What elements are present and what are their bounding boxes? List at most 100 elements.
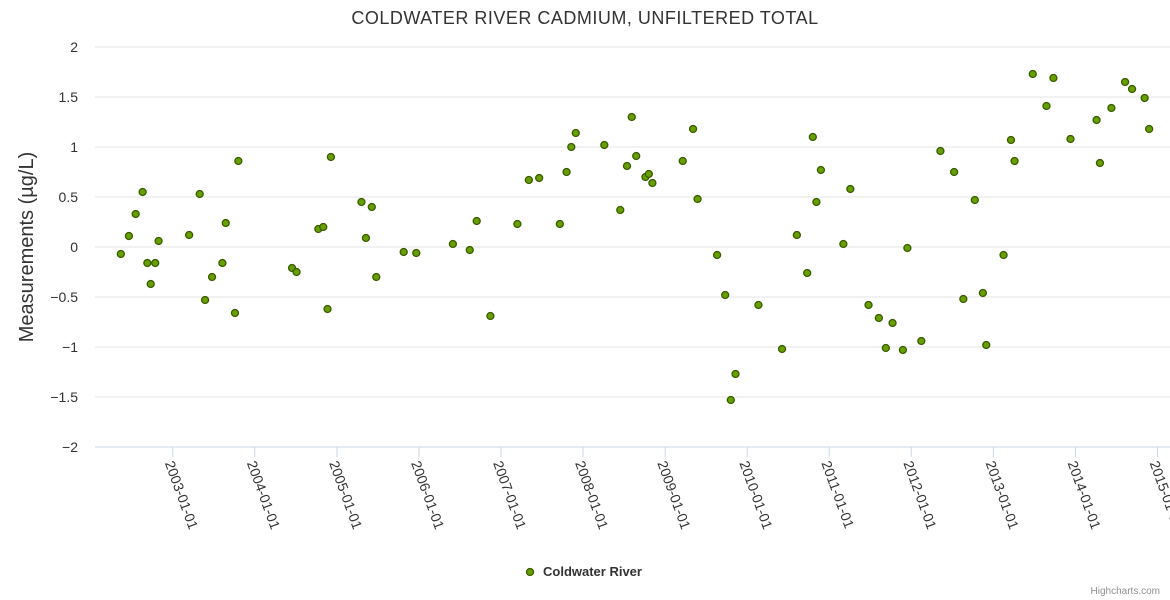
data-point[interactable] <box>721 290 730 300</box>
data-point[interactable] <box>982 340 991 350</box>
data-point[interactable] <box>712 250 722 260</box>
data-point[interactable] <box>1028 69 1037 79</box>
data-point[interactable] <box>448 239 458 249</box>
data-point[interactable] <box>372 272 381 282</box>
data-point[interactable] <box>1120 77 1130 87</box>
data-point[interactable] <box>888 318 897 328</box>
data-point[interactable] <box>567 142 576 152</box>
data-point[interactable] <box>874 313 884 323</box>
data-point[interactable] <box>154 236 163 246</box>
data-point[interactable] <box>138 187 147 197</box>
x-tick-label: 2010-01-01 <box>736 459 776 532</box>
data-point[interactable] <box>812 197 821 207</box>
data-point[interactable] <box>936 146 945 156</box>
data-point[interactable] <box>839 239 848 249</box>
data-point[interactable] <box>816 165 826 175</box>
y-tick-label: −1.5 <box>50 389 78 405</box>
data-point[interactable] <box>200 295 210 305</box>
data-point[interactable] <box>1006 135 1016 145</box>
credits-link[interactable]: Highcharts.com <box>1091 586 1160 597</box>
data-point[interactable] <box>184 230 194 240</box>
y-tick-label: 2 <box>70 39 78 55</box>
data-point[interactable] <box>571 128 580 138</box>
data-point[interactable] <box>1049 73 1058 83</box>
data-point[interactable] <box>1095 158 1105 168</box>
data-point[interactable] <box>726 395 735 405</box>
data-point[interactable] <box>146 279 155 289</box>
data-point[interactable] <box>970 195 979 205</box>
data-point[interactable] <box>234 156 243 166</box>
series-coldwater-river[interactable] <box>116 69 1154 405</box>
data-point[interactable] <box>292 267 301 277</box>
data-point[interactable] <box>754 300 763 310</box>
data-point[interactable] <box>999 250 1008 260</box>
data-point[interactable] <box>1010 156 1019 166</box>
data-point[interactable] <box>777 344 787 354</box>
data-point[interactable] <box>846 184 855 194</box>
data-point[interactable] <box>622 161 632 171</box>
data-point[interactable] <box>949 167 959 177</box>
data-point[interactable] <box>513 219 522 229</box>
data-point[interactable] <box>1066 134 1075 144</box>
data-point[interactable] <box>1127 84 1137 94</box>
data-point[interactable] <box>731 369 740 379</box>
data-point[interactable] <box>688 124 698 134</box>
data-point[interactable] <box>124 231 134 241</box>
x-tick-label: 2003-01-01 <box>162 459 202 532</box>
data-point[interactable] <box>555 219 564 229</box>
data-point[interactable] <box>486 311 495 321</box>
data-point[interactable] <box>678 156 687 166</box>
data-point[interactable] <box>535 173 544 183</box>
data-point[interactable] <box>131 209 140 219</box>
data-point[interactable] <box>978 288 988 298</box>
data-point[interactable] <box>803 268 812 278</box>
data-point[interactable] <box>632 151 641 161</box>
data-point[interactable] <box>524 175 533 185</box>
data-point[interactable] <box>1092 115 1101 125</box>
x-tick-label: 2008-01-01 <box>572 459 612 532</box>
data-point[interactable] <box>917 336 926 346</box>
data-point[interactable] <box>412 248 421 258</box>
data-point[interactable] <box>562 167 571 177</box>
data-point[interactable] <box>326 152 336 162</box>
data-point[interactable] <box>465 245 474 255</box>
data-point[interactable] <box>1140 93 1149 103</box>
data-point[interactable] <box>399 247 408 257</box>
legend[interactable]: Coldwater River <box>525 564 642 579</box>
y-tick-label: 0 <box>70 239 78 255</box>
data-point[interactable] <box>903 243 912 253</box>
grid-lines <box>95 46 1170 398</box>
data-point[interactable] <box>864 300 873 310</box>
data-point[interactable] <box>600 140 609 150</box>
data-point[interactable] <box>367 202 376 212</box>
data-point[interactable] <box>472 216 481 226</box>
y-tick-label: 1.5 <box>59 89 79 105</box>
data-point[interactable] <box>207 272 217 282</box>
data-point[interactable] <box>959 294 968 304</box>
data-point[interactable] <box>218 258 227 268</box>
data-point[interactable] <box>881 343 890 353</box>
data-point[interactable] <box>644 169 653 179</box>
data-point[interactable] <box>627 112 636 122</box>
data-point[interactable] <box>1144 124 1154 134</box>
data-point[interactable] <box>898 345 908 355</box>
data-point[interactable] <box>221 218 230 228</box>
data-point[interactable] <box>151 258 160 268</box>
data-point[interactable] <box>361 233 371 243</box>
legend-item-label[interactable]: Coldwater River <box>543 564 642 579</box>
data-point[interactable] <box>323 304 332 314</box>
data-point[interactable] <box>143 258 152 268</box>
data-point[interactable] <box>616 205 625 215</box>
data-point[interactable] <box>116 249 125 259</box>
data-point[interactable] <box>319 222 328 232</box>
data-point[interactable] <box>230 308 240 318</box>
y-axis-label: Measurements (µg/L) <box>16 152 38 342</box>
data-point[interactable] <box>648 178 657 188</box>
data-point[interactable] <box>1042 101 1051 111</box>
data-point[interactable] <box>808 132 817 142</box>
data-point[interactable] <box>1107 103 1116 113</box>
data-point[interactable] <box>195 189 204 199</box>
data-point[interactable] <box>357 197 366 207</box>
data-point[interactable] <box>693 194 702 204</box>
data-point[interactable] <box>792 230 802 240</box>
